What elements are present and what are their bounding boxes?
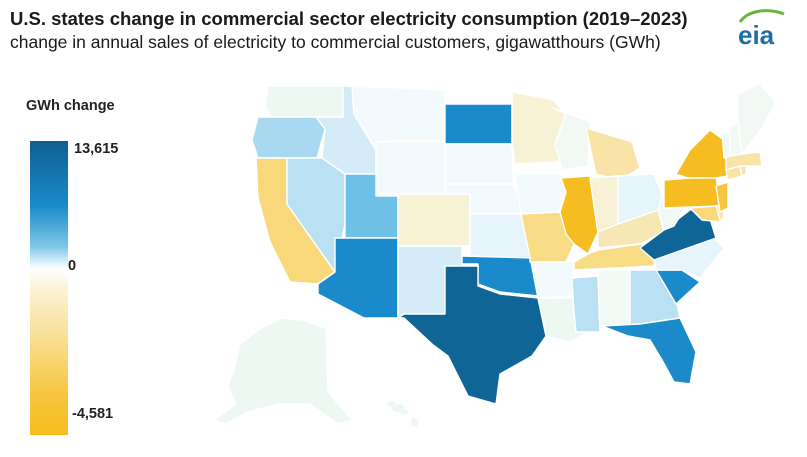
state-hi-island <box>392 404 404 412</box>
state-nd <box>444 103 513 145</box>
state-hi-island <box>400 409 408 415</box>
states-layer <box>213 83 777 429</box>
state-vt <box>721 131 731 159</box>
state-ny <box>675 129 729 179</box>
state-fl <box>601 317 697 385</box>
legend-color-bar <box>30 141 68 435</box>
eia-logo: eia <box>738 9 785 50</box>
state-md <box>689 205 723 223</box>
state-hi <box>409 415 421 429</box>
state-sd <box>444 143 514 185</box>
legend-zero-label: 0 <box>68 258 77 274</box>
chart-subtitle: change in annual sales of electricity to… <box>10 32 661 52</box>
state-mi <box>585 127 641 181</box>
chart-title: U.S. states change in commercial sector … <box>10 8 688 29</box>
state-pa <box>663 175 721 209</box>
state-or <box>251 116 326 159</box>
state-al <box>597 269 631 333</box>
legend-title: GWh change <box>26 98 115 114</box>
state-wy <box>375 141 446 195</box>
legend-max-label: 13,615 <box>74 141 119 157</box>
state-ak <box>213 317 353 425</box>
logo-swoosh <box>738 9 785 23</box>
state-tx <box>397 265 547 405</box>
state-nj <box>715 181 729 213</box>
state-wa <box>264 85 344 118</box>
state-co <box>397 193 471 247</box>
state-ar <box>530 261 575 299</box>
logo-text: eia <box>738 20 775 50</box>
state-me <box>737 83 777 155</box>
state-ks <box>469 213 531 259</box>
state-ms <box>571 275 601 333</box>
state-hi-island <box>387 401 395 407</box>
state-ma <box>725 151 763 171</box>
state-ia <box>514 173 567 215</box>
legend-min-label: -4,581 <box>72 406 114 422</box>
